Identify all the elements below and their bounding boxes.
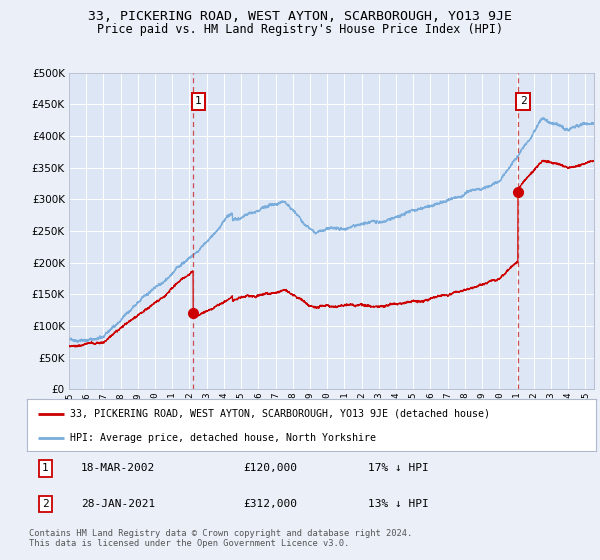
Text: £312,000: £312,000	[243, 500, 297, 509]
Text: 17% ↓ HPI: 17% ↓ HPI	[368, 464, 429, 473]
Text: 18-MAR-2002: 18-MAR-2002	[81, 464, 155, 473]
Text: £120,000: £120,000	[243, 464, 297, 473]
Text: 2: 2	[42, 500, 49, 509]
Text: 13% ↓ HPI: 13% ↓ HPI	[368, 500, 429, 509]
Text: 28-JAN-2021: 28-JAN-2021	[81, 500, 155, 509]
Text: 2: 2	[520, 96, 526, 106]
Text: 33, PICKERING ROAD, WEST AYTON, SCARBOROUGH, YO13 9JE (detached house): 33, PICKERING ROAD, WEST AYTON, SCARBORO…	[70, 409, 490, 419]
Text: 33, PICKERING ROAD, WEST AYTON, SCARBOROUGH, YO13 9JE: 33, PICKERING ROAD, WEST AYTON, SCARBORO…	[88, 10, 512, 23]
Text: Price paid vs. HM Land Registry's House Price Index (HPI): Price paid vs. HM Land Registry's House …	[97, 23, 503, 36]
Text: 1: 1	[42, 464, 49, 473]
Text: 1: 1	[195, 96, 202, 106]
Text: Contains HM Land Registry data © Crown copyright and database right 2024.
This d: Contains HM Land Registry data © Crown c…	[29, 529, 412, 548]
Text: HPI: Average price, detached house, North Yorkshire: HPI: Average price, detached house, Nort…	[70, 433, 376, 443]
